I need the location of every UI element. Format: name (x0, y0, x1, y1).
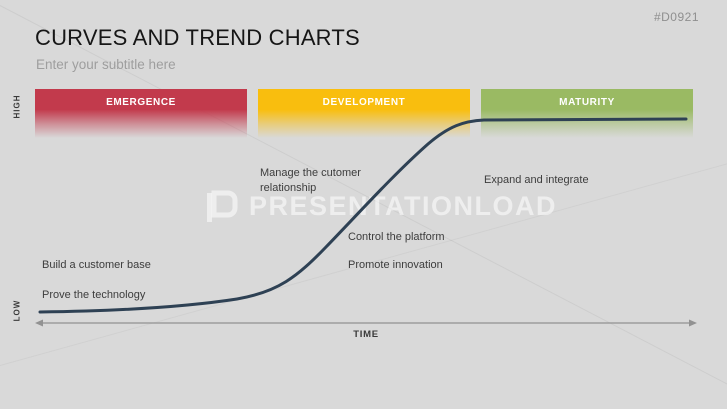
slide-code: #D0921 (653, 10, 699, 24)
x-axis-label: TIME (353, 329, 379, 340)
page-title: CURVES AND TREND CHARTS (35, 25, 360, 50)
time-axis-right-arrow (689, 319, 697, 327)
y-axis-high-label: HIGH (12, 94, 22, 119)
annotation-promote-innovation: Promote innovation (348, 259, 443, 271)
annotation-expand-integrate: Expand and integrate (484, 174, 589, 186)
phase-bar-emergence: EMERGENCE (35, 89, 247, 138)
annotation-manage-relationship: Manage the cutomer relationship (260, 167, 361, 194)
phase-bar-development: DEVELOPMENT (258, 89, 470, 138)
y-axis-low-label: LOW (12, 299, 22, 322)
phase-bars: EMERGENCE DEVELOPMENT MATURITY (35, 89, 693, 138)
subtitle-placeholder: Enter your subtitle here (36, 57, 176, 72)
annotation-control-platform: Control the platform (348, 231, 445, 243)
annotation-prove-technology: Prove the technology (42, 289, 146, 301)
phase-bar-maturity: MATURITY (481, 89, 693, 138)
annotation-build-customer-base: Build a customer base (42, 259, 151, 271)
time-axis-left-arrow (35, 319, 43, 327)
presentationload-logo-icon (207, 190, 238, 222)
